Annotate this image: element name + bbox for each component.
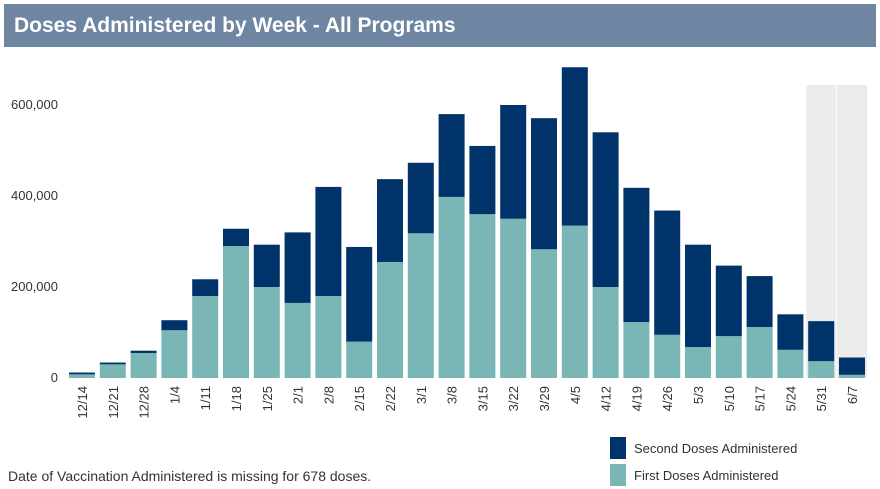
bar-first-dose[interactable] (531, 249, 557, 378)
bar-first-dose[interactable] (192, 296, 219, 378)
bar-first-dose[interactable] (500, 218, 527, 378)
bar-second-dose[interactable] (623, 187, 650, 323)
highlight-band (837, 85, 867, 378)
y-tick-label: 600,000 (11, 97, 58, 112)
x-tick-label: 3/29 (537, 386, 552, 411)
bar-first-dose[interactable] (223, 246, 249, 378)
legend-label-second: Second Doses Administered (634, 441, 798, 456)
x-tick-label: 2/8 (321, 386, 336, 404)
title-bar: Doses Administered by Week - All Program… (4, 4, 876, 47)
bar-second-dose[interactable] (777, 314, 804, 350)
bar-first-dose[interactable] (685, 347, 711, 378)
x-tick-label: 1/11 (198, 386, 213, 410)
bar-second-dose[interactable] (161, 320, 188, 331)
footnote: Date of Vaccination Administered is miss… (8, 468, 372, 484)
bar-first-dose[interactable] (407, 233, 434, 378)
x-tick-label: 2/15 (352, 386, 367, 411)
x-tick-label: 5/3 (691, 386, 706, 404)
bar-first-dose[interactable] (469, 214, 496, 378)
bar-first-dose[interactable] (839, 374, 865, 378)
legend-swatch-first (610, 464, 626, 486)
bar-second-dose[interactable] (561, 67, 588, 226)
y-tick-label: 200,000 (11, 279, 58, 294)
bar-second-dose[interactable] (500, 105, 527, 219)
x-tick-label: 5/10 (722, 386, 737, 411)
bar-second-dose[interactable] (685, 244, 711, 348)
x-tick-label: 12/14 (75, 386, 90, 419)
bar-chart: 0 200,000 400,000 600,000 12/14 12/21 12/28 1/4… (11, 67, 867, 419)
bar-second-dose[interactable] (808, 321, 835, 362)
x-tick-label: 3/1 (414, 386, 429, 404)
bar-second-dose[interactable] (531, 118, 557, 250)
bar-first-dose[interactable] (623, 322, 650, 378)
bar-first-dose[interactable] (69, 374, 95, 378)
bar-second-dose[interactable] (253, 244, 280, 287)
bar-first-dose[interactable] (346, 341, 373, 378)
bar-first-dose[interactable] (284, 302, 311, 378)
x-tick-label: 3/22 (506, 386, 521, 411)
bar-second-dose[interactable] (839, 357, 865, 375)
bar-first-dose[interactable] (654, 334, 681, 378)
bar-first-dose[interactable] (377, 261, 403, 378)
chart-title: Doses Administered by Week - All Program… (14, 14, 456, 37)
x-tick-label: 1/25 (260, 386, 275, 411)
bar-first-dose[interactable] (808, 361, 835, 378)
x-tick-label: 3/8 (445, 386, 460, 404)
legend-label-first: First Doses Administered (634, 468, 779, 483)
x-tick-label: 5/24 (783, 386, 798, 411)
x-tick-label: 2/1 (291, 386, 306, 404)
bar-first-dose[interactable] (253, 287, 280, 378)
bar-first-dose[interactable] (130, 352, 157, 378)
x-tick-label: 4/19 (629, 386, 644, 411)
bar-second-dose[interactable] (315, 186, 342, 297)
bar-second-dose[interactable] (69, 372, 95, 375)
bar-second-dose[interactable] (99, 362, 126, 365)
bar-first-dose[interactable] (161, 330, 188, 378)
x-tick-label: 5/17 (753, 386, 768, 411)
bar-first-dose[interactable] (561, 225, 588, 378)
x-tick-label: 4/5 (568, 386, 583, 404)
x-tick-label: 6/7 (845, 386, 860, 404)
bar-first-dose[interactable] (592, 287, 619, 378)
bar-second-dose[interactable] (284, 232, 311, 303)
x-tick-label: 12/28 (137, 386, 152, 419)
bar-second-dose[interactable] (377, 179, 403, 262)
bar-first-dose[interactable] (438, 196, 465, 378)
bar-first-dose[interactable] (99, 364, 126, 378)
bar-first-dose[interactable] (777, 349, 804, 378)
bar-second-dose[interactable] (130, 350, 157, 353)
bar-second-dose[interactable] (407, 162, 434, 234)
x-tick-label: 4/12 (599, 386, 614, 411)
bar-second-dose[interactable] (746, 276, 773, 328)
bar-first-dose[interactable] (715, 336, 742, 378)
bar-second-dose[interactable] (346, 246, 373, 342)
x-tick-label: 12/21 (106, 386, 121, 419)
x-tick-label: 2/22 (383, 386, 398, 411)
bar-second-dose[interactable] (654, 210, 681, 335)
bar-second-dose[interactable] (438, 114, 465, 197)
x-tick-label: 3/15 (475, 386, 490, 411)
x-tick-label: 1/18 (229, 386, 244, 411)
bar-second-dose[interactable] (223, 228, 249, 247)
bar-second-dose[interactable] (592, 132, 619, 287)
bar-second-dose[interactable] (192, 279, 219, 297)
legend-swatch-second (610, 437, 626, 459)
bar-first-dose[interactable] (315, 296, 342, 378)
y-tick-label: 400,000 (11, 188, 58, 203)
bar-first-dose[interactable] (746, 327, 773, 378)
y-tick-label: 0 (51, 370, 58, 385)
x-tick-label: 1/4 (167, 386, 182, 404)
x-tick-label: 5/31 (814, 386, 829, 411)
bar-second-dose[interactable] (715, 265, 742, 337)
bar-second-dose[interactable] (469, 145, 496, 215)
x-tick-label: 4/26 (660, 386, 675, 411)
